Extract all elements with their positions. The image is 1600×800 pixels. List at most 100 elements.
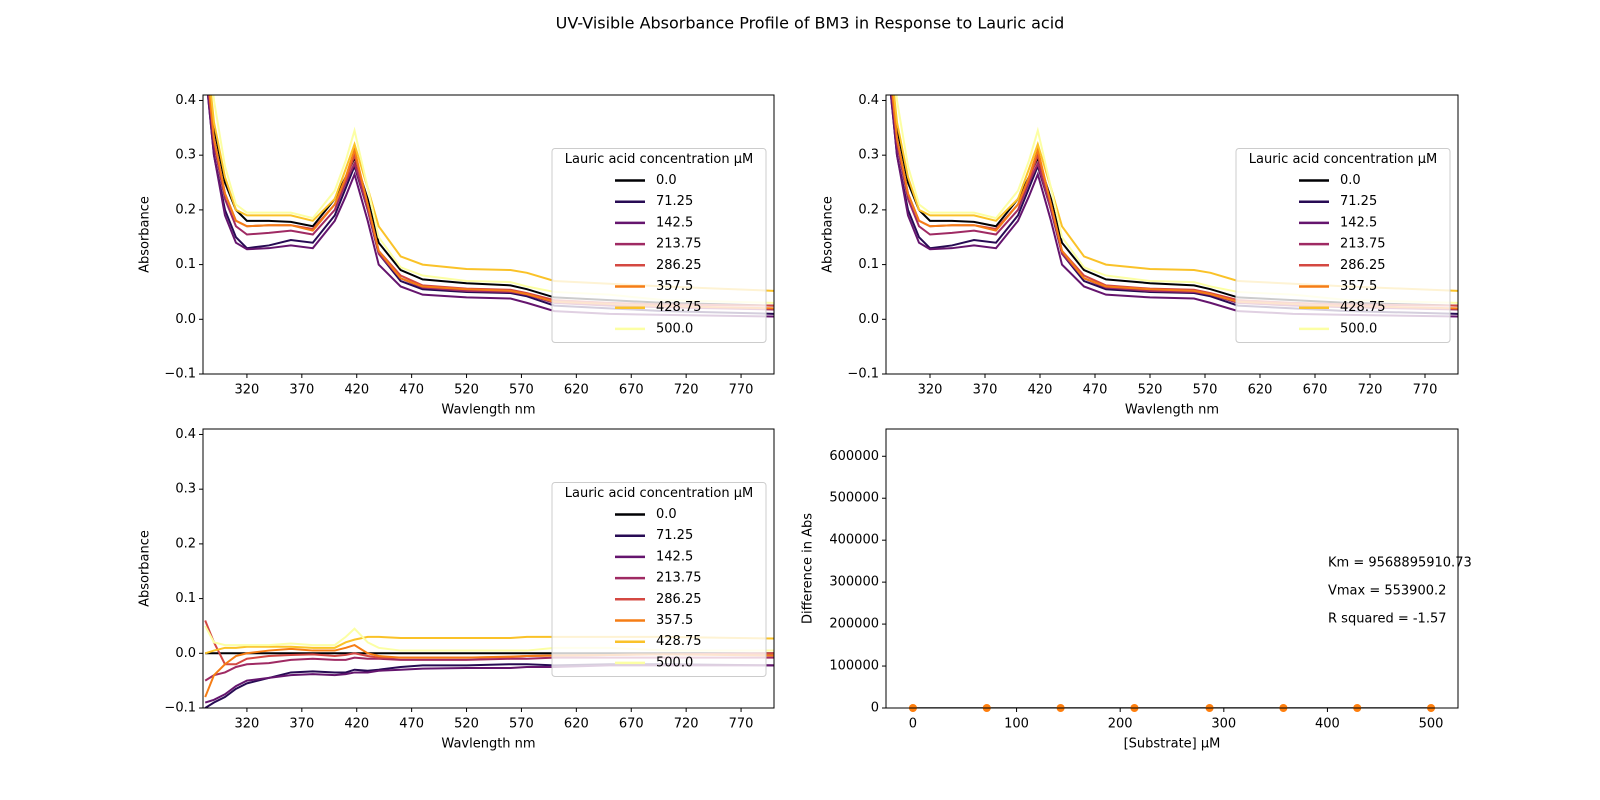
legend-label: 0.0 [1340, 173, 1361, 188]
legend-label: 213.75 [656, 571, 702, 586]
legend-label: 71.25 [656, 194, 693, 209]
y-axis-label: Absorbance [138, 530, 153, 607]
legend-label: 428.75 [656, 300, 702, 315]
x-tick-label: 200 [1108, 717, 1133, 732]
series-line [212, 95, 774, 304]
x-tick-label: 100 [1004, 717, 1029, 732]
legend-label: 357.5 [1340, 279, 1377, 294]
y-tick-label: 600000 [829, 449, 879, 464]
x-tick-label: 470 [1083, 383, 1108, 398]
y-tick-label: −0.1 [164, 367, 196, 382]
legend: Lauric acid concentration µM 0.0 71.25 142.… [1235, 148, 1451, 343]
x-tick-label: 370 [289, 717, 314, 732]
y-tick-label: 0.2 [858, 202, 879, 217]
legend-label: 500.0 [656, 655, 693, 670]
y-tick-label: 0.4 [858, 93, 879, 108]
y-tick-label: −0.1 [847, 367, 879, 382]
y-tick-label: 0.0 [175, 646, 196, 661]
legend-title: Lauric acid concentration µM [565, 152, 753, 167]
subplot: 320 370 420 470 520 570 620 670 720 770 −0.1 0.0 0.1… [138, 93, 775, 418]
subplot: 320 370 420 470 520 570 620 670 720 770 −0.1 0.0 0.1… [138, 427, 775, 752]
x-tick-label: 770 [729, 717, 754, 732]
legend-label: 357.5 [656, 613, 693, 628]
y-axis-label: Absorbance [821, 196, 836, 273]
annotation: Km = 9568895910.73 [1328, 556, 1472, 571]
x-axis-label: Wavlength nm [1125, 403, 1219, 418]
series-line [204, 635, 774, 655]
x-tick-label: 620 [1248, 383, 1273, 398]
y-tick-label: 0.4 [175, 427, 196, 442]
legend-label: 142.5 [1340, 215, 1377, 230]
legend-label: 213.75 [656, 237, 702, 252]
x-tick-label: 720 [674, 717, 699, 732]
series-line [210, 95, 774, 292]
axes-frame [202, 428, 775, 709]
x-tick-label: 620 [564, 383, 589, 398]
legend-label: 0.0 [656, 173, 677, 188]
subplot: 0 100 200 300 400 500 0 100000 200000 300000 40000… [801, 428, 1472, 752]
series-line [891, 95, 1458, 310]
legend-label: 428.75 [656, 634, 702, 649]
x-tick-label: 470 [399, 717, 424, 732]
legend-label: 0.0 [656, 507, 677, 522]
legend: Lauric acid concentration µM 0.0 71.25 142.… [551, 482, 767, 677]
legend-label: 142.5 [656, 215, 693, 230]
series-line [893, 95, 1458, 292]
x-tick-label: 670 [619, 383, 644, 398]
series-line [204, 664, 774, 704]
y-tick-label: 0.2 [175, 202, 196, 217]
series-line [204, 643, 774, 698]
y-tick-label: 300000 [829, 575, 879, 590]
legend-label: 71.25 [656, 528, 693, 543]
y-tick-label: 0 [871, 701, 879, 716]
y-tick-label: 0.3 [175, 148, 196, 163]
figure-title: UV-Visible Absorbance Profile of BM3 in … [556, 14, 1065, 33]
x-tick-label: 500 [1419, 717, 1444, 732]
series-line [204, 663, 774, 708]
y-tick-label: 500000 [829, 491, 879, 506]
legend-label: 500.0 [1340, 321, 1377, 336]
y-tick-label: 0.0 [175, 312, 196, 327]
x-tick-label: 770 [729, 383, 754, 398]
x-tick-label: 400 [1315, 717, 1340, 732]
y-tick-label: 0.3 [858, 148, 879, 163]
x-tick-label: 470 [399, 383, 424, 398]
series-line [895, 95, 1458, 304]
x-tick-label: 370 [289, 383, 314, 398]
y-tick-label: 200000 [829, 617, 879, 632]
legend-label: 286.25 [656, 592, 702, 607]
series-line [208, 95, 774, 310]
x-axis-label: Wavlength nm [441, 737, 535, 752]
x-tick-label: 300 [1211, 717, 1236, 732]
legend-box [551, 148, 767, 343]
y-tick-label: −0.1 [164, 701, 196, 716]
legend-box [551, 482, 767, 677]
axes-frame [202, 94, 775, 375]
x-tick-label: 720 [674, 383, 699, 398]
legend-label: 142.5 [656, 549, 693, 564]
x-tick-label: 370 [973, 383, 998, 398]
x-tick-label: 670 [1303, 383, 1328, 398]
legend-label: 213.75 [1340, 237, 1386, 252]
x-axis-label: [Substrate] µM [1124, 737, 1221, 752]
series-line [889, 95, 1458, 318]
x-tick-label: 420 [344, 383, 369, 398]
y-tick-label: 0.1 [175, 591, 196, 606]
legend-box [1235, 148, 1451, 343]
y-tick-label: 0.4 [175, 93, 196, 108]
y-tick-label: 400000 [829, 533, 879, 548]
x-tick-label: 720 [1358, 383, 1383, 398]
x-tick-label: 520 [454, 383, 479, 398]
axes-frame [885, 428, 1459, 709]
annotation: R squared = -1.57 [1328, 612, 1447, 627]
series-line [204, 625, 774, 652]
x-tick-label: 570 [1193, 383, 1218, 398]
x-tick-label: 420 [344, 717, 369, 732]
legend-label: 428.75 [1340, 300, 1386, 315]
legend-label: 500.0 [656, 321, 693, 336]
legend-label: 286.25 [656, 258, 702, 273]
legend-title: Lauric acid concentration µM [565, 486, 753, 501]
legend: Lauric acid concentration µM 0.0 71.25 142.… [551, 148, 767, 343]
x-tick-label: 320 [918, 383, 943, 398]
